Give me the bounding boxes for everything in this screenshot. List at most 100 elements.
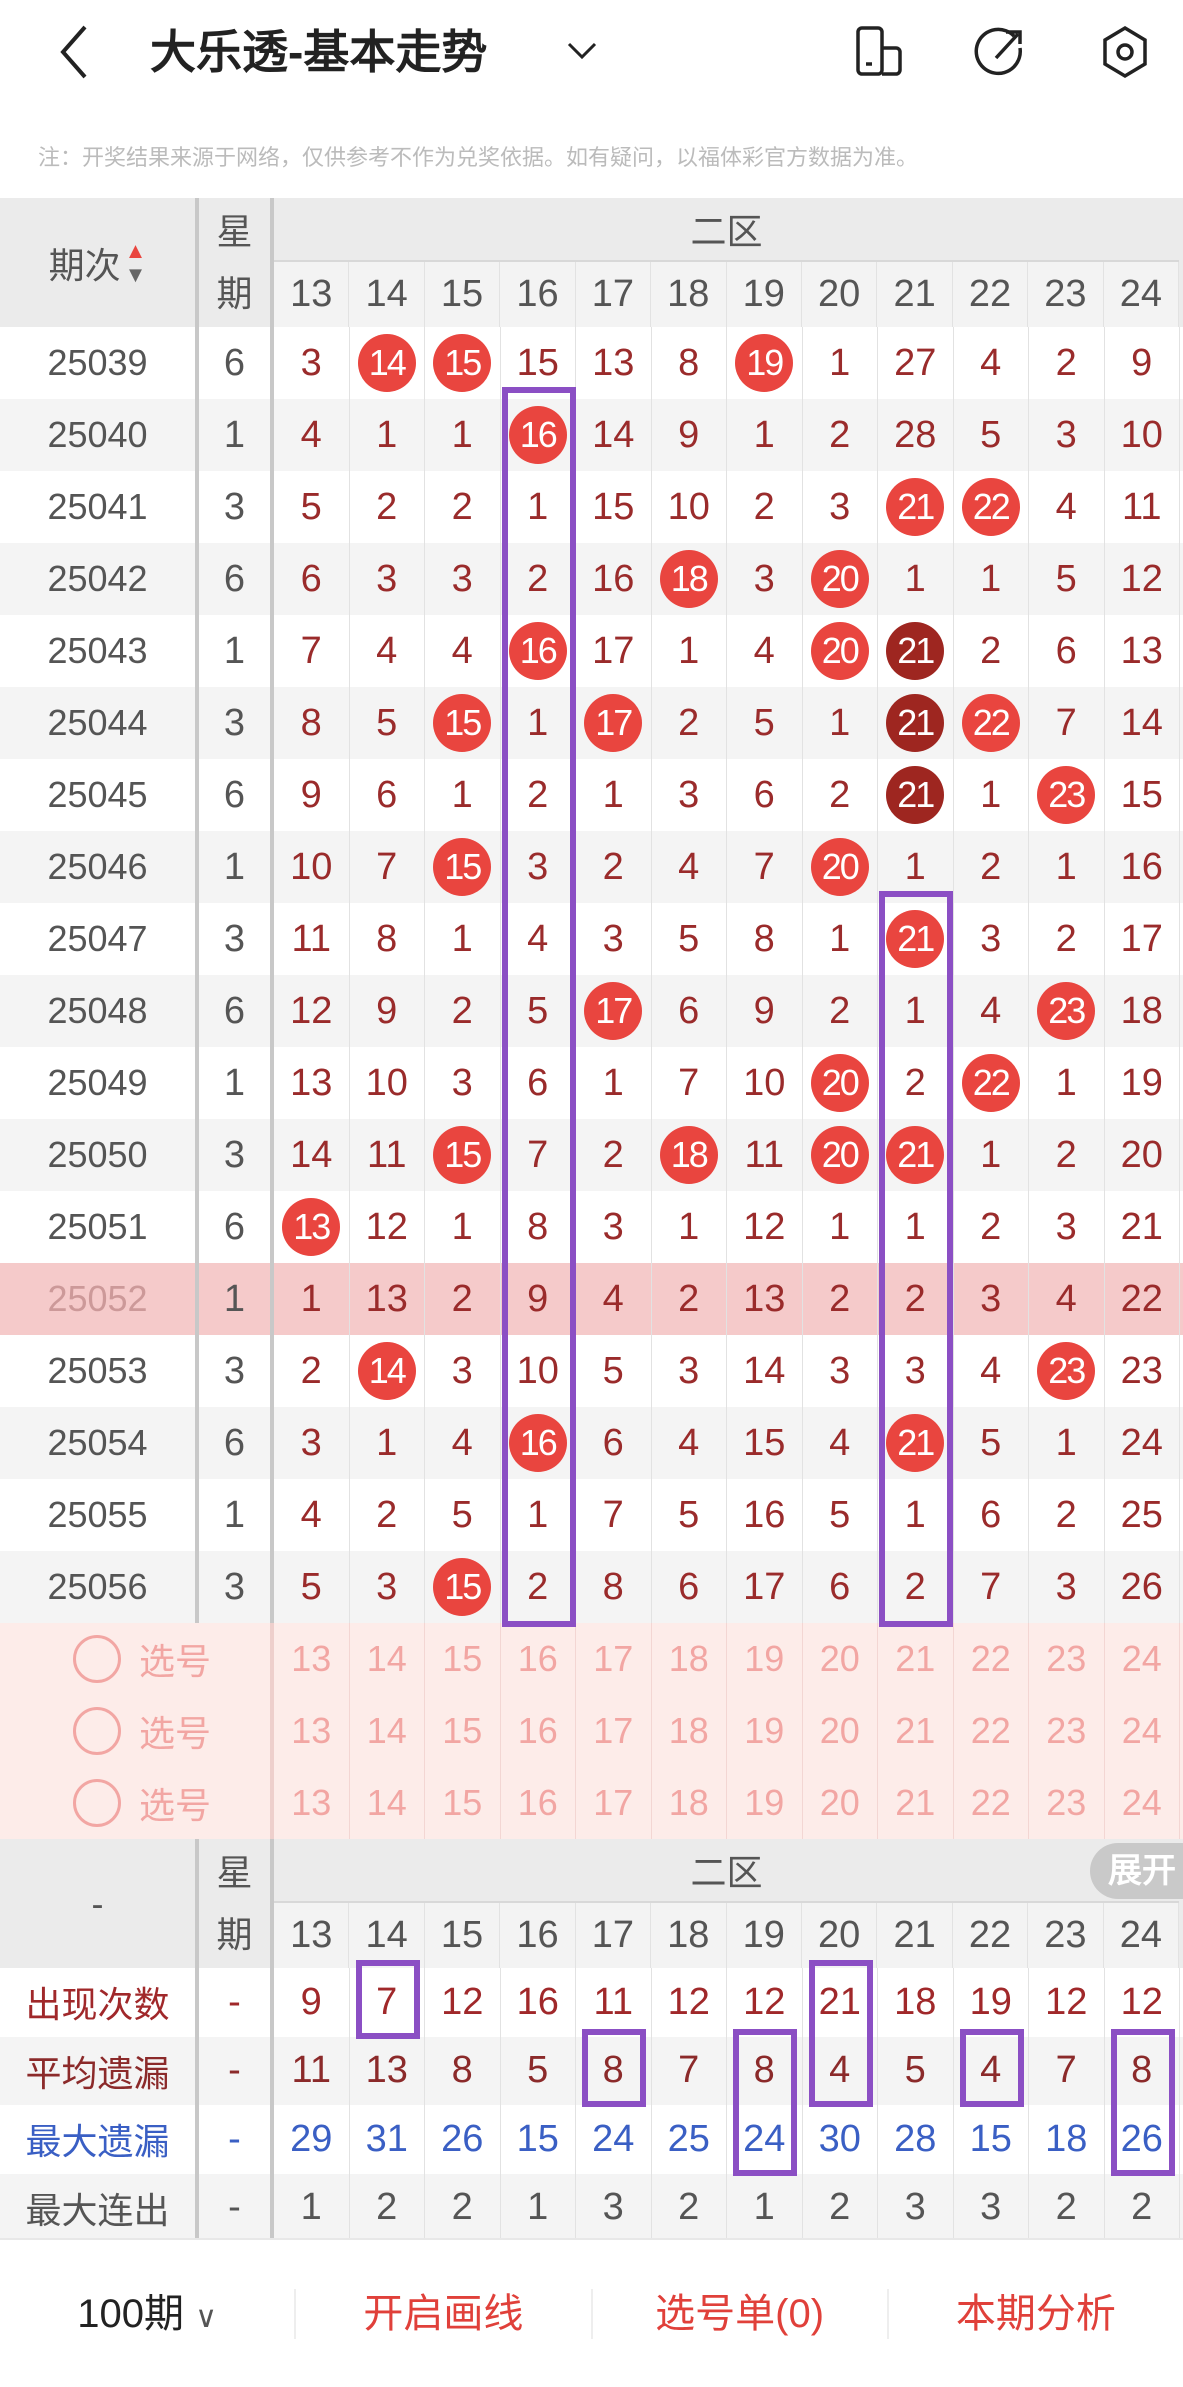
- pick-number[interactable]: 20: [803, 1623, 878, 1695]
- pick-selector[interactable]: 选号: [0, 1623, 274, 1695]
- pick-number[interactable]: 23: [1029, 1767, 1105, 1839]
- omission-value: 15: [743, 1421, 786, 1464]
- omission-value: 4: [678, 845, 700, 888]
- pick-number[interactable]: 21: [878, 1767, 954, 1839]
- omission-value: 1: [829, 917, 851, 960]
- pick-number[interactable]: 22: [954, 1623, 1029, 1695]
- omission-value: 28: [894, 413, 937, 456]
- pick-number[interactable]: 17: [576, 1623, 652, 1695]
- back-icon[interactable]: [55, 22, 95, 82]
- stats-label-column-header[interactable]: -: [0, 1839, 195, 1968]
- pick-number[interactable]: 18: [652, 1695, 727, 1767]
- page-title[interactable]: 大乐透-基本走势: [150, 26, 488, 78]
- number-cell: 20: [1105, 1119, 1180, 1191]
- pick-number[interactable]: 24: [1105, 1623, 1180, 1695]
- pick-number[interactable]: 20: [803, 1695, 878, 1767]
- omission-value: 3: [1055, 1205, 1077, 1248]
- omission-value: 2: [527, 557, 549, 600]
- issue-number: 25047: [47, 918, 148, 959]
- pick-selector[interactable]: 选号: [0, 1695, 274, 1767]
- omission-value: 12: [1120, 557, 1163, 600]
- pick-number[interactable]: 22: [954, 1767, 1029, 1839]
- phone-icon[interactable]: [850, 22, 910, 82]
- omission-value: 6: [980, 1493, 1002, 1536]
- pick-number[interactable]: 13: [274, 1767, 350, 1839]
- analysis-button[interactable]: 本期分析: [886, 2288, 1183, 2339]
- omission-value: 1: [376, 1421, 398, 1464]
- number-cell: 9: [274, 759, 350, 831]
- number-cell: 9: [501, 1263, 576, 1335]
- sort-icon[interactable]: ▲ ▼: [124, 237, 147, 287]
- pick-number[interactable]: 16: [501, 1623, 576, 1695]
- omission-value: 2: [602, 1133, 624, 1176]
- pick-number[interactable]: 23: [1029, 1695, 1105, 1767]
- number-cell: 21: [878, 903, 954, 975]
- omission-value: 10: [516, 1349, 559, 1392]
- omission-value: 3: [829, 1349, 851, 1392]
- pick-number[interactable]: 14: [350, 1767, 425, 1839]
- pick-number[interactable]: 17: [576, 1767, 652, 1839]
- pick-number[interactable]: 21: [878, 1695, 954, 1767]
- pick-number[interactable]: 24: [1105, 1695, 1180, 1767]
- radio-circle-icon[interactable]: [72, 1635, 121, 1683]
- omission-value: 2: [527, 1565, 549, 1608]
- number-cell: 21: [878, 687, 954, 759]
- number-cell: 7: [274, 615, 350, 687]
- stats-label-column-header-label: -: [91, 1882, 104, 1924]
- pick-number[interactable]: 22: [954, 1695, 1029, 1767]
- omission-value: 4: [980, 1349, 1002, 1392]
- pick-number[interactable]: 14: [350, 1623, 425, 1695]
- drawn-ball: 18: [659, 1126, 718, 1184]
- pick-number[interactable]: 16: [501, 1767, 576, 1839]
- pick-number[interactable]: 14: [350, 1695, 425, 1767]
- pick-number[interactable]: 17: [576, 1695, 652, 1767]
- pick-number[interactable]: 15: [425, 1695, 501, 1767]
- draw-lines-button[interactable]: 开启画线: [294, 2288, 590, 2339]
- pick-number[interactable]: 18: [652, 1767, 727, 1839]
- pick-list-button[interactable]: 选号单(0): [590, 2288, 887, 2339]
- omission-value: 23: [1120, 1349, 1163, 1392]
- number-cell: 3: [425, 543, 501, 615]
- number-header-row: 13 14 15 16 17 18 19 20 21 22 23 24: [274, 1903, 1180, 1968]
- period-selector[interactable]: 100期 ∨: [0, 2289, 294, 2339]
- number-cell: 4: [954, 327, 1029, 399]
- pick-number[interactable]: 13: [274, 1695, 350, 1767]
- number-cell: 2: [652, 687, 727, 759]
- pick-number[interactable]: 19: [727, 1623, 803, 1695]
- number-header: 18: [651, 1903, 727, 1968]
- number-cell: 5: [274, 471, 350, 543]
- omission-value: 4: [376, 629, 398, 672]
- number-cell: 22: [1105, 1263, 1180, 1335]
- pick-number[interactable]: 20: [803, 1767, 878, 1839]
- radio-circle-icon[interactable]: [72, 1707, 121, 1755]
- number-cell: 6: [350, 759, 425, 831]
- omission-value: 4: [451, 1421, 473, 1464]
- radio-circle-icon[interactable]: [72, 1779, 121, 1827]
- weekday: 6: [195, 975, 274, 1047]
- table-row: 25042 6 6 3 3 2 16 18 3 20 1 1 5 12: [0, 543, 1183, 615]
- pick-number[interactable]: 23: [1029, 1623, 1105, 1695]
- stats-value: 24: [576, 2105, 652, 2174]
- settings-icon[interactable]: [1095, 22, 1155, 82]
- share-icon[interactable]: [970, 22, 1030, 82]
- pick-number[interactable]: 21: [878, 1623, 954, 1695]
- expand-button[interactable]: 展开: [1090, 1843, 1183, 1899]
- pick-number[interactable]: 16: [501, 1695, 576, 1767]
- weekday: 3: [195, 687, 274, 759]
- pick-number[interactable]: 24: [1105, 1767, 1180, 1839]
- omission-value: 15: [516, 341, 559, 384]
- pick-number[interactable]: 13: [274, 1623, 350, 1695]
- pick-number[interactable]: 19: [727, 1767, 803, 1839]
- pick-number[interactable]: 19: [727, 1695, 803, 1767]
- chevron-down-icon[interactable]: [565, 30, 599, 70]
- number-header: 19: [727, 1903, 802, 1968]
- issue-column-header[interactable]: 期次 ▲ ▼: [0, 198, 195, 327]
- number-cell: 15: [425, 687, 501, 759]
- omission-value: 1: [904, 1493, 926, 1536]
- pick-number[interactable]: 15: [425, 1767, 501, 1839]
- omission-value: 3: [678, 773, 700, 816]
- pick-selector[interactable]: 选号: [0, 1767, 274, 1839]
- pick-number[interactable]: 15: [425, 1623, 501, 1695]
- pick-number[interactable]: 18: [652, 1623, 727, 1695]
- drawn-ball: 20: [810, 1126, 869, 1184]
